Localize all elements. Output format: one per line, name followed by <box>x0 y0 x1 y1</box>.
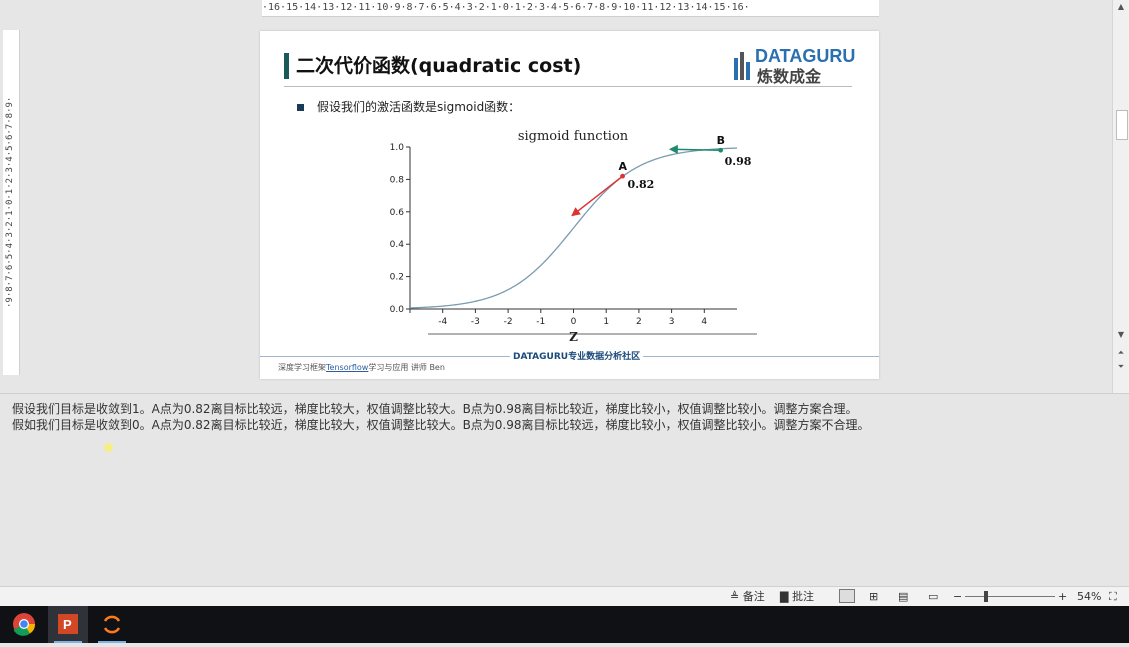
y-tick-label: 1.0 <box>390 143 405 153</box>
point-value-b: 0.98 <box>725 155 752 168</box>
footer-course: 深度学习框架Tensorflow学习与应用 讲师 Ben <box>278 362 445 373</box>
taskbar-chrome[interactable] <box>4 606 44 643</box>
zoom-level[interactable]: 54% <box>1077 590 1102 603</box>
fit-window-icon: ⛶ <box>1109 590 1117 603</box>
slide-canvas[interactable]: 二次代价函数(quadratic cost) DATAGURU 炼数成金 假设我… <box>260 31 879 379</box>
x-tick-label: 2 <box>636 317 642 327</box>
notes-icon: ≜ <box>730 590 740 603</box>
taskbar-app[interactable] <box>92 606 132 643</box>
chart-annotations: A0.82 B0.98 <box>571 134 752 217</box>
normal-view-icon <box>839 589 855 603</box>
comment-icon: ▇ <box>780 590 789 603</box>
comments-toggle-button[interactable]: ▇ 批注 <box>780 589 814 605</box>
running-indicator <box>98 641 126 643</box>
vertical-ruler: ·9·8·7·6·5·4·3·2·1·0·1·2·3·4·5·6·7·8·9· <box>3 30 20 375</box>
vertical-scrollbar[interactable]: ▲ ▼ ⏶ ⏷ <box>1112 0 1129 395</box>
footer-course-post: 学习与应用 讲师 Ben <box>368 363 445 372</box>
status-bar: ≜ 备注 ▇ 批注 ⊞ ▤ ▭ − + 54% ⛶ <box>0 586 1129 607</box>
y-tick-label: 0.4 <box>390 240 405 250</box>
taskbar-powerpoint[interactable]: P <box>48 606 88 643</box>
x-tick-label: -1 <box>536 317 545 327</box>
note-line-2[interactable]: 假如我们目标是收敛到0。A点为0.82离目标比较近，梯度比较大，权值调整比较大。… <box>12 418 870 432</box>
zoom-slider[interactable] <box>965 596 1055 597</box>
grid-icon: ⊞ <box>869 590 879 603</box>
y-tick-label: 0.6 <box>390 208 405 218</box>
slideshow-button[interactable]: ▭ <box>928 589 938 605</box>
presentation-icon: ▭ <box>928 590 939 603</box>
point-value-a: 0.82 <box>628 178 655 191</box>
book-icon: ▤ <box>898 590 909 603</box>
x-tick-labels: -4 -3 -2 -1 0 1 2 3 4 <box>438 309 707 327</box>
zoom-in-button[interactable]: + <box>1058 590 1068 603</box>
scroll-down-icon[interactable]: ▼ <box>1117 330 1125 339</box>
chart-axes <box>409 147 757 335</box>
y-tick-labels: 0.0 0.2 0.4 0.6 0.8 1.0 <box>390 143 410 315</box>
zoom-slider-thumb[interactable] <box>984 591 988 602</box>
bullet-square-icon <box>297 104 304 111</box>
active-indicator <box>54 641 82 643</box>
chart-title: sigmoid function <box>518 129 629 144</box>
x-tick-label: -3 <box>471 317 480 327</box>
comments-label: 批注 <box>791 590 814 603</box>
app-icon <box>103 615 121 634</box>
x-tick-label: 3 <box>669 317 675 327</box>
svg-text:P: P <box>63 617 72 632</box>
point-marker-b <box>718 147 724 153</box>
sigmoid-chart: sigmoid function -4 -3 -2 -1 0 1 2 3 4 0.0 0.2 0.4… <box>390 129 757 344</box>
scroll-up-icon[interactable]: ▲ <box>1117 2 1125 11</box>
point-label-b: B <box>717 134 725 147</box>
reading-view-button[interactable]: ▤ <box>898 589 908 605</box>
footer-course-link: Tensorflow <box>326 363 369 372</box>
gradient-arrow-b <box>668 144 721 154</box>
bullet-text: 假设我们的激活函数是sigmoid函数： <box>317 100 521 114</box>
vertical-ruler-text: ·9·8·7·6·5·4·3·2·1·0·1·2·3·4·5·6·7·8·9· <box>5 96 15 309</box>
footer-course-pre: 深度学习框架 <box>278 363 326 372</box>
x-tick-label: -2 <box>504 317 513 327</box>
notes-label: 备注 <box>742 590 765 603</box>
sigmoid-curve <box>409 147 738 309</box>
chrome-icon <box>13 613 36 636</box>
point-label-a: A <box>619 160 628 173</box>
prev-slide-icon[interactable]: ⏶ <box>1117 348 1125 357</box>
logo-text-top: DATAGURU <box>755 46 856 66</box>
point-marker-a <box>620 173 625 179</box>
title-divider <box>284 86 852 87</box>
y-tick-label: 0.8 <box>390 175 405 185</box>
slide-sorter-button[interactable]: ⊞ <box>869 589 878 605</box>
notes-toggle-button[interactable]: ≜ 备注 <box>730 589 765 605</box>
normal-view-button[interactable] <box>839 589 858 606</box>
powerpoint-icon: P <box>58 614 78 634</box>
x-tick-label: -4 <box>438 317 447 327</box>
zoom-out-button[interactable]: − <box>953 590 963 603</box>
horizontal-ruler: ·16·15·14·13·12·11·10·9·8·7·6·5·4·3·2·1·… <box>262 0 879 17</box>
slide-title: 二次代价函数(quadratic cost) <box>296 55 582 77</box>
dataguru-logo: DATAGURU 炼数成金 <box>733 46 855 86</box>
taskbar: P <box>0 606 1129 643</box>
x-tick-label: 1 <box>603 317 609 327</box>
y-tick-label: 0.0 <box>390 305 405 315</box>
footer-brand: DATAGURU专业数据分析社区 <box>510 349 644 362</box>
title-accent-bar <box>284 53 289 79</box>
note-line-1[interactable]: 假设我们目标是收敛到1。A点为0.82离目标比较远，梯度比较大，权值调整比较大。… <box>12 402 858 416</box>
logo-bars-icon <box>734 52 750 80</box>
x-tick-label: 4 <box>701 317 707 327</box>
y-tick-label: 0.2 <box>390 273 404 283</box>
logo-text-bottom: 炼数成金 <box>757 67 822 86</box>
gradient-arrow-a <box>571 175 624 217</box>
next-slide-icon[interactable]: ⏷ <box>1117 362 1125 371</box>
scroll-thumb[interactable] <box>1116 110 1128 140</box>
notes-pane[interactable]: 假设我们目标是收敛到1。A点为0.82离目标比较远，梯度比较大，权值调整比较大。… <box>0 393 1129 587</box>
mouse-highlight <box>104 443 113 452</box>
x-tick-label: 0 <box>571 317 577 327</box>
fit-to-window-button[interactable]: ⛶ <box>1109 589 1117 605</box>
x-axis-label: Z <box>569 330 578 344</box>
